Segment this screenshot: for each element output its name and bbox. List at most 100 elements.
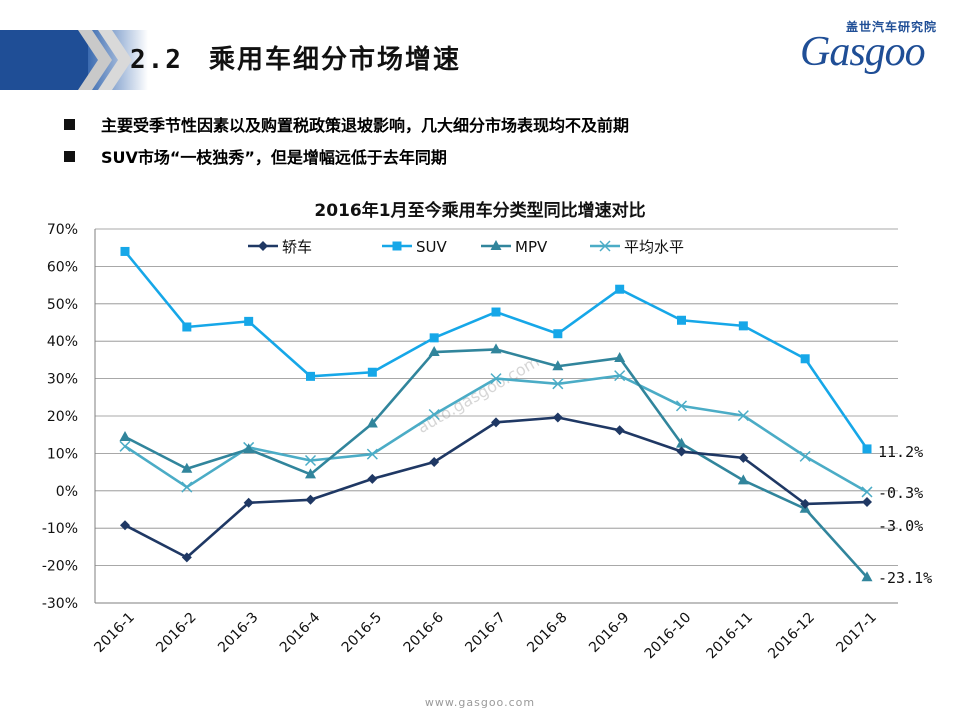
data-point <box>676 437 687 448</box>
x-tick-label: 2016-10 <box>642 610 695 663</box>
watermark-text: auto.gasgoo.com <box>414 352 543 437</box>
chevron-arrows-icon <box>78 30 132 90</box>
legend-label: 平均水平 <box>624 238 684 256</box>
data-point <box>243 497 254 508</box>
data-point <box>490 373 502 385</box>
point-stroke <box>490 373 502 385</box>
data-point <box>861 486 873 498</box>
data-point <box>677 315 686 325</box>
data-point <box>366 448 378 460</box>
data-point <box>675 400 688 412</box>
data-point <box>428 346 440 357</box>
y-tick-label: 40% <box>47 334 78 350</box>
data-point <box>258 241 268 251</box>
bullet-item: SUV市场“一枝独秀”，但是增幅远低于去年同期 <box>64 140 629 172</box>
y-tick-label: 70% <box>47 222 78 238</box>
bullet-square-icon <box>64 118 75 130</box>
point-stroke <box>552 378 564 390</box>
legend-label: 轿车 <box>282 238 312 256</box>
x-tick-label: 2016-1 <box>91 610 137 656</box>
y-tick-label: 20% <box>47 409 78 425</box>
title-bar: 2.2 乘用车细分市场增速 <box>0 30 880 90</box>
x-tick-label: 2016-6 <box>401 609 447 655</box>
logo-cn-text: 盖世汽车研究院 <box>846 20 938 34</box>
gridlines <box>95 228 898 567</box>
point-stroke <box>614 370 626 382</box>
data-point <box>181 462 193 473</box>
y-tick-label: -30% <box>42 596 78 612</box>
y-tick-label: 0% <box>56 484 78 500</box>
bullet-item: 主要受季节性因素以及购置税政策退坡影响，几大细分市场表现均不及前期 <box>64 108 629 140</box>
data-point <box>738 452 749 463</box>
y-tick-label: -20% <box>42 559 78 575</box>
data-point <box>119 440 131 452</box>
bullet-text: 主要受季节性因素以及购置税政策退坡影响，几大细分市场表现均不及前期 <box>101 116 630 135</box>
data-point <box>737 474 749 485</box>
legend-label: SUV <box>416 238 448 256</box>
y-tick-label: -10% <box>42 521 78 537</box>
point-stroke <box>799 450 811 462</box>
data-point <box>799 450 811 462</box>
data-point <box>244 316 254 326</box>
page-title: 2.2 乘用车细分市场增速 <box>130 40 461 80</box>
line-chart: 2016年1月至今乘用车分类型同比增速对比 auto.gasgoo.com 70% 6… <box>42 200 932 663</box>
data-point <box>366 417 378 428</box>
bullet-square-icon <box>64 150 75 162</box>
title-band <box>0 30 88 90</box>
data-point <box>491 417 501 428</box>
x-tick-label: 2016-7 <box>462 610 508 656</box>
data-point <box>181 552 192 563</box>
point-stroke <box>861 486 873 498</box>
data-point <box>306 371 315 381</box>
series-triangle <box>119 343 873 582</box>
x-tick-label: 2016-4 <box>277 609 323 655</box>
data-point <box>800 498 811 509</box>
data-point <box>367 367 377 377</box>
data-point <box>392 241 402 251</box>
data-point <box>429 457 440 468</box>
point-stroke <box>304 454 317 467</box>
data-point <box>615 284 625 294</box>
data-point <box>862 444 872 454</box>
chart-title: 2016年1月至今乘用车分类型同比增速对比 <box>314 200 645 221</box>
data-point <box>599 240 611 252</box>
data-point <box>181 481 193 493</box>
data-point <box>243 443 255 454</box>
data-point <box>120 246 130 256</box>
x-tick-label: 2017-1 <box>833 610 879 656</box>
data-point <box>614 352 626 363</box>
point-stroke <box>737 410 749 422</box>
y-tick-label: 50% <box>47 297 78 313</box>
data-point <box>552 378 564 390</box>
y-tick-label: 10% <box>47 446 78 462</box>
data-point <box>491 307 501 317</box>
x-tick-label: 2016-11 <box>703 610 756 663</box>
legend-item: 轿车 <box>248 238 312 256</box>
point-stroke <box>181 481 193 493</box>
x-tick-label: 2016-5 <box>339 610 385 656</box>
data-point <box>429 333 439 343</box>
data-point <box>119 430 131 441</box>
legend-item: SUV <box>382 238 448 256</box>
end-value-label: -0.3% <box>878 484 923 502</box>
x-tick-label: 2016-12 <box>765 610 818 663</box>
point-stroke <box>428 408 440 421</box>
y-tick-label: 30% <box>47 372 78 388</box>
end-value-label: -3.0% <box>878 517 923 535</box>
point-stroke <box>675 400 688 412</box>
data-point <box>367 473 378 484</box>
legend-item: MPV <box>481 238 548 256</box>
bullet-list: 主要受季节性因素以及购置税政策退坡影响，几大细分市场表现均不及前期 SUV市场“… <box>64 108 629 172</box>
point-stroke <box>366 448 378 460</box>
section-number: 2.2 <box>130 45 183 75</box>
point-stroke <box>599 240 611 252</box>
data-point <box>737 410 749 422</box>
data-point <box>305 468 316 479</box>
end-value-label: 11.2% <box>878 443 923 461</box>
x-tick-label: 2016-9 <box>586 610 632 656</box>
x-tick-label: 2016-8 <box>524 610 570 656</box>
gasgoo-logo: 盖世汽车研究院 Gasgoo <box>800 18 950 78</box>
x-tick-label: 2016-2 <box>153 610 199 656</box>
legend-item: 平均水平 <box>590 238 684 256</box>
point-stroke <box>119 440 131 452</box>
